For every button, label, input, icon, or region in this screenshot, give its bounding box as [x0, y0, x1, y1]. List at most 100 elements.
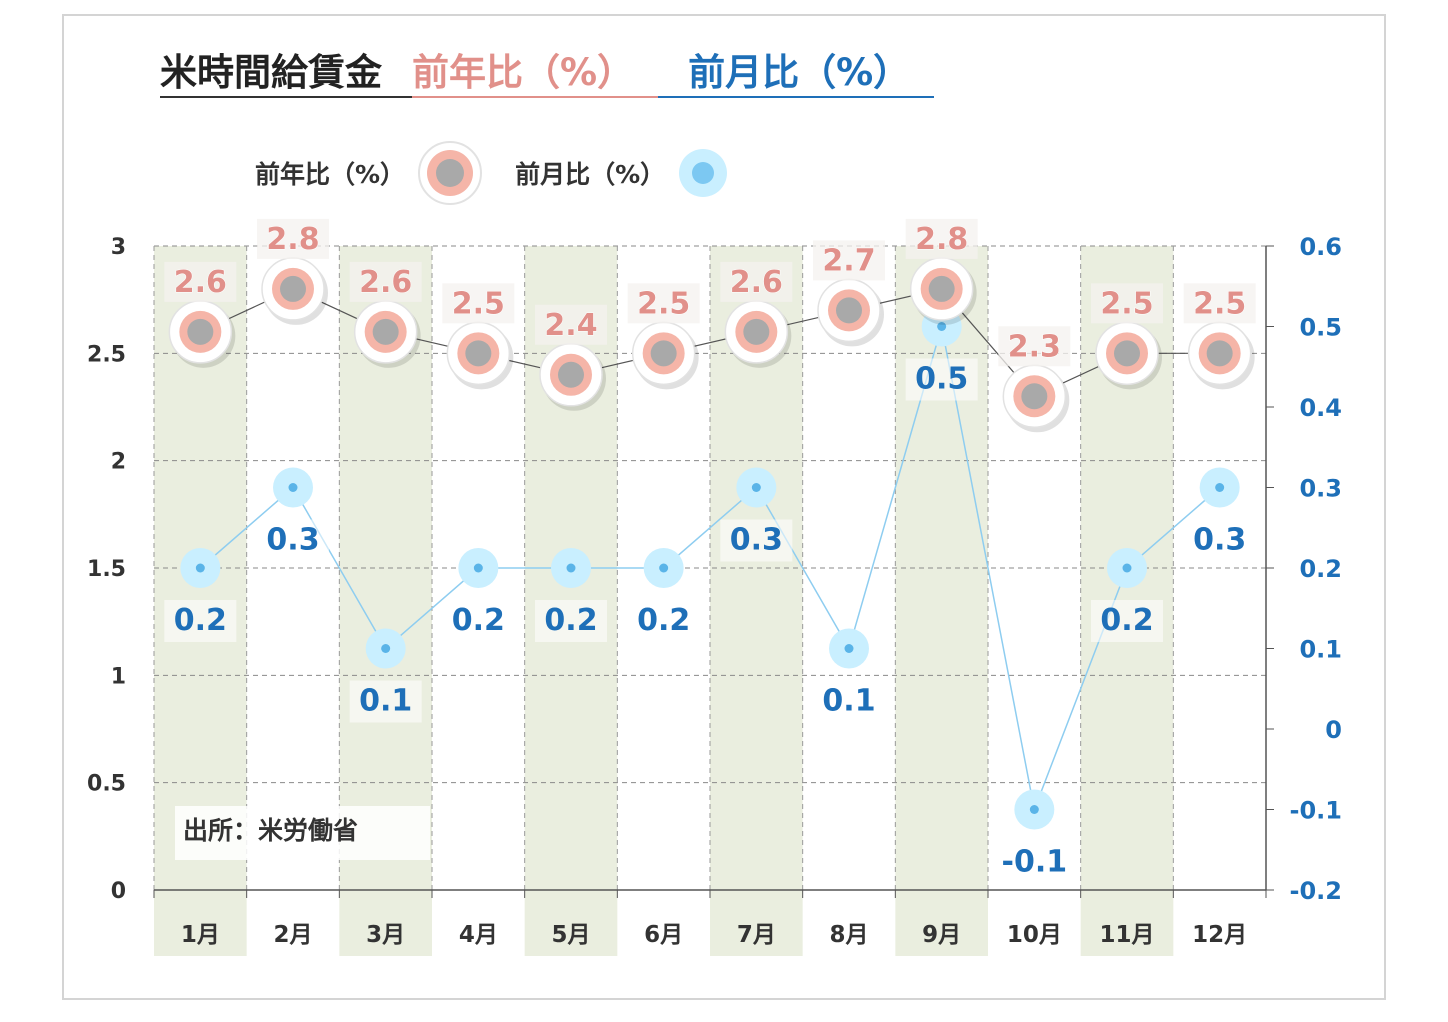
x-axis-tick-label: 8月	[829, 922, 868, 948]
x-axis-tick-label: 2月	[273, 922, 312, 948]
data-label-bg-mom	[627, 600, 700, 642]
point-yoy-core	[187, 318, 214, 345]
data-label-yoy: 2.3	[1008, 329, 1061, 364]
legend-item-mom: 前月比（%）	[515, 145, 731, 201]
point-yoy-core	[280, 275, 306, 302]
data-label-mom: 0.1	[822, 684, 875, 719]
x-axis-tick-label: 4月	[459, 922, 498, 948]
data-label-mom: 0.2	[544, 603, 597, 638]
data-label-yoy: 2.5	[1193, 286, 1246, 321]
legend-label-yoy: 前年比（%）	[255, 160, 406, 189]
point-yoy-core	[1114, 340, 1140, 367]
point-mom-core	[751, 483, 761, 492]
right-axis-tick-label: -0.1	[1290, 797, 1342, 825]
point-mom-core	[844, 644, 854, 653]
data-label-bg-yoy	[1091, 283, 1163, 324]
right-axis-tick-label: 0.2	[1299, 555, 1342, 583]
data-label-mom: 0.2	[174, 603, 227, 638]
point-mom-core	[381, 644, 391, 653]
x-axis-tick-label: 5月	[551, 922, 590, 948]
left-axis-tick-label: 1	[111, 664, 126, 689]
data-label-mom: 0.2	[1100, 603, 1153, 638]
left-axis-tick-label: 1.5	[87, 557, 126, 582]
data-label-yoy: 2.6	[359, 265, 412, 300]
legend-marker-yoy-icon	[418, 141, 483, 205]
point-mom-core	[659, 563, 669, 573]
data-label-mom: 0.3	[1193, 523, 1246, 558]
point-yoy-core	[558, 361, 584, 388]
data-label-mom: 0.1	[359, 684, 412, 719]
data-label-mom: 0.3	[730, 523, 783, 558]
point-yoy-core	[1021, 383, 1048, 410]
data-label-mom: 0.2	[637, 603, 690, 638]
data-label-bg-yoy	[720, 261, 793, 302]
right-axis-tick-label: 0.3	[1299, 475, 1342, 503]
data-label-bg-mom	[720, 519, 793, 562]
source-note: 出所：米労働省	[175, 806, 430, 860]
data-label-yoy: 2.5	[1100, 286, 1153, 321]
point-yoy-core	[650, 340, 677, 367]
x-axis-tick-label: 3月	[366, 922, 405, 948]
data-label-yoy: 2.8	[915, 222, 968, 257]
data-label-mom: 0.3	[266, 523, 319, 558]
category-band	[710, 246, 803, 956]
point-mom-core	[1029, 805, 1039, 814]
x-axis-tick-label: 1月	[181, 922, 220, 948]
data-label-bg-mom	[442, 600, 515, 642]
x-axis-tick-label: 11月	[1099, 922, 1154, 948]
legend-item-yoy: 前年比（%）	[255, 138, 485, 208]
data-label-yoy: 2.8	[266, 222, 319, 257]
data-label-mom: -0.1	[1002, 845, 1068, 880]
chart-title: 米時間給賃金 前年比（%） 前月比（%）	[160, 48, 935, 98]
right-axis-tick-label: 0.5	[1299, 314, 1342, 342]
left-axis-tick-label: 2.5	[87, 342, 126, 367]
data-label-bg-yoy	[535, 304, 607, 345]
x-axis-tick-label: 10月	[1007, 922, 1062, 948]
category-band	[895, 246, 988, 956]
series-line-mom	[199, 326, 1221, 813]
data-label-bg-yoy	[905, 218, 978, 259]
legend-label-mom: 前月比（%）	[515, 160, 666, 189]
data-label-bg-mom	[535, 600, 607, 642]
point-mom-core	[288, 483, 298, 492]
point-mom-core	[473, 563, 483, 573]
data-label-bg-mom	[813, 680, 885, 723]
data-label-yoy: 2.7	[822, 243, 875, 278]
data-label-bg-yoy	[442, 283, 515, 324]
data-label-yoy: 2.4	[544, 308, 597, 343]
data-label-bg-yoy	[627, 283, 700, 324]
data-label-bg-mom	[164, 600, 237, 642]
point-mom-core	[195, 563, 205, 573]
data-label-yoy: 2.6	[174, 265, 227, 300]
data-label-bg-mom	[349, 680, 422, 723]
chart-legend: 前年比（%） 前月比（%）	[255, 138, 761, 208]
point-yoy-core	[1206, 340, 1233, 367]
point-yoy-core	[743, 318, 770, 345]
point-yoy-core	[372, 318, 399, 345]
right-axis-tick-label: 0.1	[1299, 636, 1342, 664]
data-label-yoy: 2.6	[730, 265, 783, 300]
right-axis-tick-label: 0.6	[1299, 233, 1342, 261]
data-label-bg-yoy	[1183, 283, 1256, 324]
left-axis-tick-label: 0.5	[87, 772, 126, 797]
data-label-bg-mom	[257, 519, 329, 562]
point-mom-core	[937, 322, 947, 331]
point-yoy-core	[465, 340, 492, 367]
data-label-yoy: 2.5	[452, 286, 505, 321]
left-axis-tick-label: 0	[111, 879, 126, 904]
point-mom-core	[1215, 483, 1225, 492]
point-yoy-core	[836, 297, 862, 324]
point-mom-core	[1122, 563, 1132, 573]
right-axis-tick-label: 0	[1325, 716, 1342, 744]
point-yoy-core	[928, 275, 955, 302]
title-series-mom: 前月比（%）	[658, 42, 935, 98]
data-label-bg-yoy	[349, 261, 422, 302]
data-label-bg-mom	[998, 841, 1071, 884]
title-main: 米時間給賃金	[160, 42, 412, 98]
point-mom-core	[566, 563, 576, 573]
data-label-bg-mom	[1091, 600, 1163, 642]
data-label-bg-yoy	[257, 218, 329, 259]
left-axis-tick-label: 2	[111, 450, 126, 475]
x-axis-tick-label: 9月	[922, 922, 961, 948]
data-label-mom: 0.2	[452, 603, 505, 638]
